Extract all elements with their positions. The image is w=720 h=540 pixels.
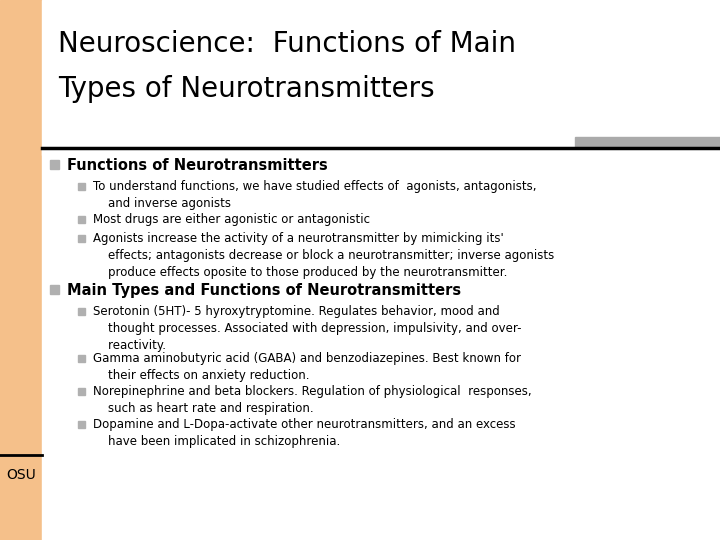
- Text: Neuroscience:  Functions of Main: Neuroscience: Functions of Main: [58, 30, 516, 58]
- Bar: [78, 421, 85, 428]
- Text: Main Types and Functions of Neurotransmitters: Main Types and Functions of Neurotransmi…: [67, 283, 461, 298]
- Bar: [78, 355, 85, 362]
- Bar: [78, 183, 85, 190]
- Bar: [78, 308, 85, 315]
- Bar: [78, 235, 85, 242]
- Text: Gamma aminobutyric acid (GABA) and benzodiazepines. Best known for
    their eff: Gamma aminobutyric acid (GABA) and benzo…: [93, 352, 521, 382]
- Bar: [42, 0, 720, 155]
- Bar: [42, 148, 720, 540]
- Text: Norepinephrine and beta blockers. Regulation of physiological  responses,
    su: Norepinephrine and beta blockers. Regula…: [93, 385, 531, 415]
- Text: Dopamine and L-Dopa-activate other neurotransmitters, and an excess
    have bee: Dopamine and L-Dopa-activate other neuro…: [93, 418, 516, 448]
- Text: To understand functions, we have studied effects of  agonists, antagonists,
    : To understand functions, we have studied…: [93, 180, 536, 210]
- Bar: [50, 160, 59, 169]
- Text: Functions of Neurotransmitters: Functions of Neurotransmitters: [67, 158, 328, 173]
- Bar: [575, 137, 720, 159]
- Bar: [0, 0, 42, 540]
- Bar: [50, 285, 59, 294]
- Text: Most drugs are either agonistic or antagonistic: Most drugs are either agonistic or antag…: [93, 213, 370, 226]
- Text: OSU: OSU: [6, 468, 36, 482]
- Text: Agonists increase the activity of a neurotransmitter by mimicking its'
    effec: Agonists increase the activity of a neur…: [93, 232, 554, 279]
- Bar: [78, 216, 85, 223]
- Bar: [78, 388, 85, 395]
- Text: Types of Neurotransmitters: Types of Neurotransmitters: [58, 75, 435, 103]
- Text: Serotonin (5HT)- 5 hyroxytryptomine. Regulates behavior, mood and
    thought pr: Serotonin (5HT)- 5 hyroxytryptomine. Reg…: [93, 305, 521, 352]
